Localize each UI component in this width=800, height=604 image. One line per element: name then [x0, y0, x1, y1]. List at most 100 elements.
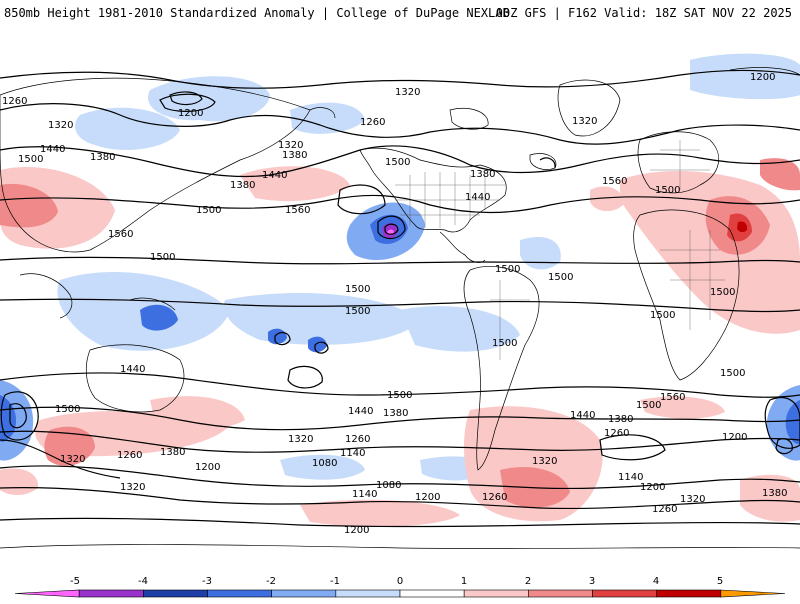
contour-label: 1260	[117, 450, 142, 461]
contour-label: 1260	[482, 492, 507, 503]
colorbar-swatch	[207, 589, 272, 598]
contour-label: 1260	[345, 434, 370, 445]
contour-label: 1320	[48, 120, 73, 131]
australia-coast	[85, 344, 185, 413]
contour-label: 1440	[40, 144, 65, 155]
contour-label: 1200	[178, 108, 203, 119]
north-america-coast	[359, 147, 507, 233]
contour-label: 1260	[604, 428, 629, 439]
colorbar-tick-label: -1	[330, 576, 340, 587]
contour-label: 1140	[618, 472, 643, 483]
contour-label: 1260	[2, 96, 27, 107]
contour-label: 1320	[532, 456, 557, 467]
colorbar-swatch	[143, 589, 208, 598]
contour-label: 1080	[312, 458, 337, 469]
contour-label: 1500	[495, 264, 520, 275]
height-contours	[0, 69, 800, 528]
colorbar-swatch	[528, 589, 593, 598]
contour-label: 1500	[492, 338, 517, 349]
contour-label: 1320	[395, 87, 420, 98]
contour-label: 1500	[720, 368, 745, 379]
colorbar-tick-label: 2	[525, 576, 531, 587]
colorbar-swatch	[399, 589, 465, 598]
contour-label: 1560	[660, 392, 685, 403]
contour-label: 1440	[570, 410, 595, 421]
contour-label: 1380	[608, 414, 633, 425]
colorbar-swatch	[14, 589, 80, 598]
contour-label: 1440	[348, 406, 373, 417]
contour-label: 1200	[640, 482, 665, 493]
contour-label: 1380	[230, 180, 255, 191]
contour-label: 1320	[278, 140, 303, 151]
colorbar-swatch	[463, 589, 529, 598]
contour-label: 1080	[376, 480, 401, 491]
colorbar-tick-label: -4	[138, 576, 148, 587]
antarctica-coast	[0, 544, 800, 549]
contour-label: 1500	[650, 310, 675, 321]
colorbar-swatch	[656, 589, 722, 598]
contour-label: 1320	[120, 482, 145, 493]
contour-label: 1140	[340, 448, 365, 459]
contour-label: 1500	[387, 390, 412, 401]
contour-label: 1200	[344, 525, 369, 536]
contour-label: 1500	[385, 157, 410, 168]
contour-label: 1260	[652, 504, 677, 515]
colorbar-svg: -5 -4 -3 -2 -1 0 1 2 3 4 5	[14, 576, 786, 598]
anomaly-asia-negative	[75, 107, 180, 150]
colorbar-swatch	[78, 589, 144, 598]
contour-label: 1440	[465, 192, 490, 203]
colorbar-swatch	[335, 589, 401, 598]
coastlines	[0, 67, 800, 549]
contour-label: 1560	[602, 176, 627, 187]
colorbar-tick-label: -5	[70, 576, 80, 587]
contour-label: 1320	[288, 434, 313, 445]
contour-label: 1320	[572, 116, 597, 127]
contour-label: 1500	[345, 306, 370, 317]
model-valid-time: 00Z GFS | F162 Valid: 18Z SAT NOV 22 202…	[495, 6, 792, 20]
contour-label: 1380	[160, 447, 185, 458]
contour-label: 1500	[345, 284, 370, 295]
contour-label: 1440	[262, 170, 287, 181]
contour-label: 1320	[680, 494, 705, 505]
contour-label: 1380	[762, 488, 787, 499]
weather-map[interactable]: 1260 1200 1320 1380 1440 1500 1560 1320 …	[0, 40, 800, 558]
europe-coast	[637, 131, 719, 194]
contour-label: 1380	[90, 152, 115, 163]
colorbar-swatch	[271, 589, 337, 598]
greenland-coast	[557, 79, 621, 137]
contour-label: 1500	[636, 400, 661, 411]
colorbar-ticks: -5 -4 -3 -2 -1 0 1 2 3 4 5	[70, 576, 723, 587]
contour-label: 1260	[360, 117, 385, 128]
colorbar-tick-label: 3	[589, 576, 595, 587]
africa-coast	[633, 209, 740, 381]
colorbar-tick-label: 5	[717, 576, 723, 587]
contour-label: 1560	[285, 205, 310, 216]
contour-label: 1500	[710, 287, 735, 298]
contour-label: 1440	[120, 364, 145, 375]
contour-label: 1380	[470, 169, 495, 180]
contour-label: 1500	[150, 252, 175, 263]
colorbar-swatch	[592, 589, 657, 598]
contour-label: 1560	[108, 229, 133, 240]
map-title: 850mb Height 1981-2010 Standardized Anom…	[4, 6, 510, 20]
contour-label: 1500	[18, 154, 43, 165]
colorbar-tick-label: 4	[653, 576, 659, 587]
map-canvas: 1260 1200 1320 1380 1440 1500 1560 1320 …	[0, 40, 800, 558]
contour-label: 1500	[196, 205, 221, 216]
contour-label: 1200	[195, 462, 220, 473]
anomaly-southeast-negative	[766, 385, 800, 461]
contour-label: 1500	[55, 404, 80, 415]
contour-label: 1200	[722, 432, 747, 443]
colorbar-swatch	[720, 589, 786, 598]
contour-label: 1500	[655, 185, 680, 196]
contour-label: 1200	[750, 72, 775, 83]
colorbar-tick-label: 0	[397, 576, 403, 587]
colorbar-tick-label: 1	[461, 576, 467, 587]
colorbar-tick-label: -3	[202, 576, 212, 587]
contour-label: 1380	[282, 150, 307, 161]
colorbar: -5 -4 -3 -2 -1 0 1 2 3 4 5	[0, 568, 800, 600]
contour-label: 1320	[60, 454, 85, 465]
contour-label: 1500	[548, 272, 573, 283]
asia-coast	[0, 77, 311, 253]
colorbar-swatches	[14, 589, 786, 598]
